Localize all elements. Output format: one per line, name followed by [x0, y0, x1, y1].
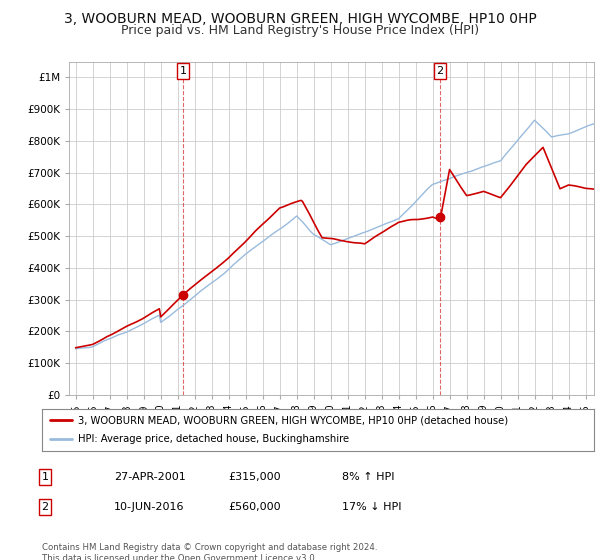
Text: 8% ↑ HPI: 8% ↑ HPI — [342, 472, 395, 482]
Text: 27-APR-2001: 27-APR-2001 — [114, 472, 186, 482]
Text: 3, WOOBURN MEAD, WOOBURN GREEN, HIGH WYCOMBE, HP10 0HP: 3, WOOBURN MEAD, WOOBURN GREEN, HIGH WYC… — [64, 12, 536, 26]
Text: 1: 1 — [179, 66, 187, 76]
Text: £560,000: £560,000 — [228, 502, 281, 512]
Text: Price paid vs. HM Land Registry's House Price Index (HPI): Price paid vs. HM Land Registry's House … — [121, 24, 479, 36]
Text: Contains HM Land Registry data © Crown copyright and database right 2024.
This d: Contains HM Land Registry data © Crown c… — [42, 543, 377, 560]
Text: 10-JUN-2016: 10-JUN-2016 — [114, 502, 185, 512]
Text: 17% ↓ HPI: 17% ↓ HPI — [342, 502, 401, 512]
Text: 1: 1 — [41, 472, 49, 482]
Text: 2: 2 — [437, 66, 443, 76]
Text: 2: 2 — [41, 502, 49, 512]
Text: £315,000: £315,000 — [228, 472, 281, 482]
Text: 3, WOOBURN MEAD, WOOBURN GREEN, HIGH WYCOMBE, HP10 0HP (detached house): 3, WOOBURN MEAD, WOOBURN GREEN, HIGH WYC… — [78, 415, 508, 425]
Text: HPI: Average price, detached house, Buckinghamshire: HPI: Average price, detached house, Buck… — [78, 435, 349, 445]
